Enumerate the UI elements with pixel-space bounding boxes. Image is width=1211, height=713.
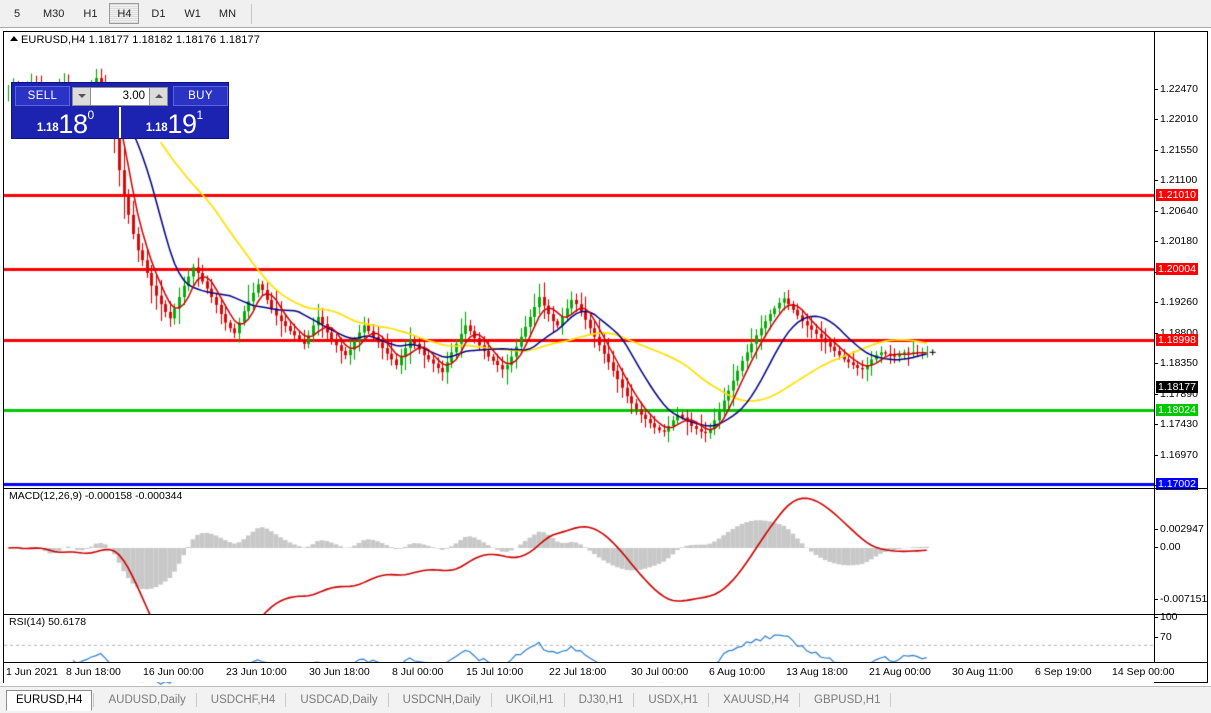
time-label: 1 Jun 2021 [6, 666, 58, 678]
sell-price-prefix: 1.18 [36, 122, 59, 134]
collapse-triangle-icon[interactable] [10, 36, 18, 41]
buy-button[interactable]: BUY [173, 86, 228, 106]
tab-separator [285, 693, 287, 707]
timeframe-toolbar: 5 M30 H1 H4 D1 W1 MN [0, 0, 258, 27]
macd-label: MACD(12,26,9) -0.000158 -0.000344 [9, 490, 183, 502]
chart-tabs-bar[interactable]: EURUSD,H4 AUDUSD,Daily USDCHF,H4 USDCAD,Dai… [0, 686, 1211, 713]
chart-tab-eurusd-h4[interactable]: EURUSD,H4 [6, 689, 93, 711]
macd-canvas [4, 489, 1154, 614]
time-label: 22 Jul 18:00 [549, 666, 607, 678]
timeframe-button-h4[interactable]: H4 [109, 3, 140, 24]
buy-price-main: 19 [167, 109, 197, 139]
price-tick: 1.21550 [1155, 144, 1207, 157]
buy-price-prefix: 1.18 [145, 122, 168, 134]
timeframe-button-w1[interactable]: W1 [184, 7, 201, 20]
price-level-badge[interactable]: 1.18024 [1156, 404, 1198, 416]
price-tick: 1.20640 [1155, 205, 1207, 218]
tab-separator [890, 693, 892, 707]
timeframe-button-5[interactable]: 5 [13, 7, 21, 20]
price-tick: 1.21100 [1155, 174, 1207, 187]
timeframe-button-mn[interactable]: MN [218, 7, 237, 20]
chart-tab-audusd-daily[interactable]: AUDUSD,Daily [108, 694, 186, 706]
time-label: 21 Aug 00:00 [869, 666, 931, 678]
chart-tab-usdcnh-daily[interactable]: USDCNH,Daily [402, 694, 481, 706]
chart-ohlc-header: EURUSD,H4 1.18177 1.18182 1.18176 1.1817… [10, 34, 260, 46]
rsi-tick: 70 [1155, 631, 1207, 644]
ohlc-text: EURUSD,H4 1.18177 1.18182 1.18176 1.1817… [21, 34, 260, 46]
tab-separator [490, 693, 492, 707]
trade-controls-row: SELL 3.00 BUY [12, 83, 228, 107]
price-level-badge[interactable]: 1.18998 [1156, 334, 1198, 346]
pane-divider [4, 614, 1207, 615]
rsi-tick: 100 [1155, 611, 1207, 624]
time-label: 30 Jun 18:00 [309, 666, 370, 678]
chart-tab-usdx-h1[interactable]: USDX,H1 [648, 694, 699, 706]
one-click-trading-panel[interactable]: SELL 3.00 BUY 1.18 18 0 1.18 19 1 [11, 82, 229, 139]
pane-divider [4, 488, 1207, 489]
time-label: 16 Jun 00:00 [143, 666, 204, 678]
chart-tab-xauusd-h4[interactable]: XAUUSD,H4 [723, 694, 789, 706]
chart-tab-gbpusd-h1[interactable]: GBPUSD,H1 [814, 694, 881, 706]
trade-prices-row: 1.18 18 0 1.18 19 1 [12, 107, 228, 138]
sell-price[interactable]: 1.18 18 0 [12, 107, 121, 138]
tab-separator [799, 693, 800, 707]
price-level-badge[interactable]: 1.21010 [1156, 189, 1198, 201]
chart-tab-dj30-h1[interactable]: DJ30,H1 [578, 694, 624, 706]
price-level-badge[interactable]: 1.20004 [1156, 263, 1198, 275]
price-tick: 1.22470 [1155, 83, 1207, 96]
price-tick: 1.16970 [1155, 449, 1207, 462]
price-level-badge[interactable]: 1.18177 [1156, 381, 1198, 393]
tab-separator [633, 693, 635, 707]
time-scale[interactable]: 1 Jun 2021 8 Jun 18:00 16 Jun 00:00 23 Jun … [4, 662, 1207, 682]
toolbar-separator [251, 3, 253, 24]
tab-separator [93, 693, 95, 707]
time-label: 23 Jun 10:00 [226, 666, 287, 678]
chart-window[interactable]: EURUSD,H4 1.18177 1.18182 1.18176 1.1817… [3, 31, 1208, 702]
volume-decrease-button[interactable] [72, 86, 91, 106]
tab-separator [387, 693, 389, 707]
sell-button[interactable]: SELL [15, 86, 70, 106]
time-label: 8 Jul 00:00 [392, 666, 444, 678]
tab-separator [708, 693, 710, 707]
timeframe-button-d1[interactable]: D1 [151, 7, 166, 20]
volume-input[interactable]: 3.00 [91, 86, 149, 106]
time-label: 8 Jun 18:00 [66, 666, 121, 678]
chart-tab-usdcad-daily[interactable]: USDCAD,Daily [300, 694, 378, 706]
time-label: 6 Aug 10:00 [709, 666, 766, 678]
price-tick: 1.20180 [1155, 235, 1207, 248]
timeframe-button-h1[interactable]: H1 [83, 7, 98, 20]
price-tick: 1.17430 [1155, 418, 1207, 431]
tab-separator [195, 693, 197, 707]
macd-tick: 0.00 [1155, 541, 1207, 554]
time-label: 30 Aug 11:00 [952, 666, 1014, 678]
price-tick: 1.22010 [1155, 113, 1207, 126]
rsi-label: RSI(14) 50.6178 [9, 616, 87, 628]
volume-stepper[interactable]: 3.00 [72, 86, 168, 107]
time-label: 6 Sep 19:00 [1035, 666, 1092, 678]
time-label: 30 Jul 00:00 [631, 666, 689, 678]
price-tick: 1.18350 [1155, 357, 1207, 370]
time-label: 15 Jul 10:00 [466, 666, 524, 678]
macd-tick: -0.007151 [1155, 593, 1207, 606]
buy-price-fraction: 1 [196, 108, 204, 122]
timeframe-button-m30[interactable]: M30 [43, 7, 65, 20]
chart-tab-ukoil-h1[interactable]: UKOil,H1 [505, 694, 554, 706]
sell-price-fraction: 0 [87, 108, 95, 122]
chart-tab-usdchf-h4[interactable]: USDCHF,H4 [210, 694, 276, 706]
sell-price-main: 18 [58, 109, 88, 139]
price-level-badge[interactable]: 1.17002 [1156, 478, 1198, 490]
macd-tick: 0.002947 [1155, 523, 1207, 536]
buy-price[interactable]: 1.18 19 1 [121, 107, 228, 138]
time-label: 14 Sep 00:00 [1112, 666, 1175, 678]
price-tick: 1.19260 [1155, 296, 1207, 309]
volume-increase-button[interactable] [149, 86, 168, 106]
tab-separator [563, 693, 565, 707]
time-label: 13 Aug 18:00 [786, 666, 848, 678]
top-toolbar: 5 M30 H1 H4 D1 W1 MN [0, 0, 1211, 28]
macd-pane[interactable]: MACD(12,26,9) -0.000158 -0.000344 [4, 488, 1154, 614]
price-scale[interactable]: 1.22470 1.22010 1.21550 1.21100 1.20640 1.201… [1154, 32, 1207, 682]
